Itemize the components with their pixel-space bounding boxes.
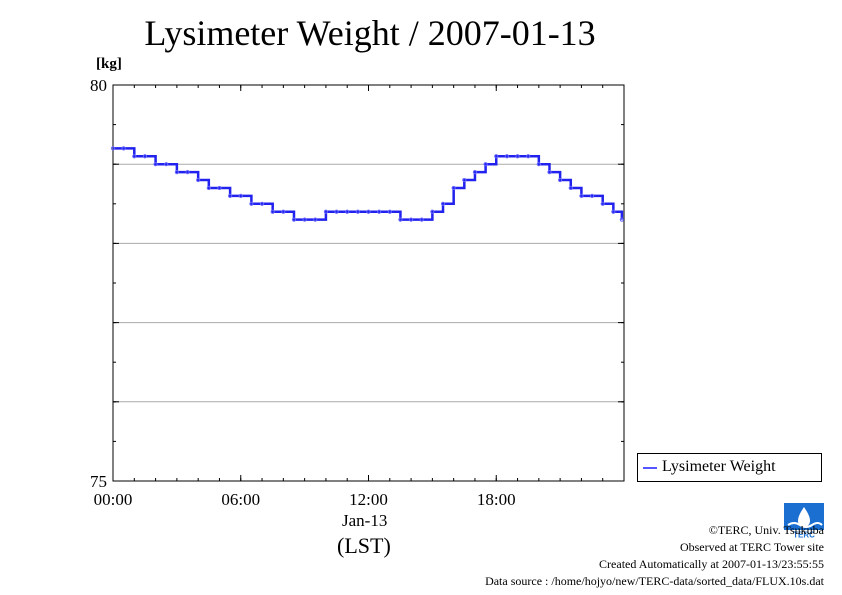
data-point bbox=[281, 209, 286, 214]
logo-text: TERC bbox=[793, 531, 815, 540]
series-line bbox=[113, 147, 624, 221]
plot-frame bbox=[112, 84, 625, 482]
data-point bbox=[440, 201, 446, 206]
data-point bbox=[110, 146, 116, 151]
data-point bbox=[600, 201, 605, 206]
data-point bbox=[132, 154, 137, 159]
data-point bbox=[270, 209, 275, 214]
data-point bbox=[515, 154, 520, 159]
data-point bbox=[504, 154, 509, 159]
data-point bbox=[558, 177, 563, 183]
data-point bbox=[174, 170, 179, 175]
data-point bbox=[387, 209, 392, 214]
footer-created: Created Automatically at 2007-01-13/23:5… bbox=[599, 557, 824, 571]
x-tick-label: 18:00 bbox=[477, 490, 516, 509]
data-point bbox=[142, 154, 148, 159]
data-point bbox=[153, 162, 158, 167]
data-point bbox=[323, 209, 329, 214]
data-point bbox=[619, 217, 624, 222]
data-point bbox=[494, 154, 499, 159]
chart-title: Lysimeter Weight / 2007-01-13 bbox=[144, 13, 596, 53]
data-point bbox=[430, 209, 435, 214]
data-point bbox=[398, 217, 403, 222]
data-point bbox=[164, 162, 169, 167]
footer-source: Data source : /home/hojyo/new/TERC-data/… bbox=[485, 574, 824, 588]
data-point bbox=[408, 217, 414, 222]
data-point bbox=[334, 209, 339, 214]
data-point bbox=[526, 154, 531, 159]
data-point bbox=[377, 209, 382, 214]
data-point bbox=[483, 162, 488, 167]
footer-copyright: ©TERC, Univ. Tsukuba bbox=[708, 523, 824, 537]
legend-box: Lysimeter Weight bbox=[637, 453, 822, 482]
axis-ticks: 00:00 06:00 12:00 18:00 75 80 bbox=[90, 76, 625, 509]
y-tick-label: 75 bbox=[90, 472, 107, 491]
legend-swatch bbox=[643, 467, 657, 469]
x-tick-label: 06:00 bbox=[221, 490, 260, 509]
data-point bbox=[451, 185, 456, 191]
data-point bbox=[419, 217, 424, 222]
y-tick-label: 80 bbox=[90, 76, 107, 95]
x-tick-label: 00:00 bbox=[94, 490, 133, 509]
data-point bbox=[547, 170, 552, 175]
data-point bbox=[238, 193, 243, 198]
data-point bbox=[259, 201, 265, 206]
x-tick-label: 12:00 bbox=[349, 490, 388, 509]
data-point bbox=[611, 209, 616, 214]
series-group bbox=[110, 146, 624, 222]
y-axis-unit-label: [kg] bbox=[96, 56, 122, 72]
footer-observed: Observed at TERC Tower site bbox=[679, 540, 824, 554]
data-point bbox=[249, 201, 254, 206]
data-point bbox=[217, 185, 222, 191]
data-point bbox=[536, 162, 541, 167]
data-point bbox=[355, 209, 360, 214]
data-point bbox=[366, 209, 371, 214]
x-axis-date-label: Jan-13 bbox=[342, 511, 388, 530]
grid-lines bbox=[113, 163, 624, 403]
data-point bbox=[185, 170, 190, 175]
data-point bbox=[302, 217, 307, 222]
data-point bbox=[472, 170, 478, 175]
data-point bbox=[206, 185, 211, 191]
data-point bbox=[228, 193, 233, 198]
data-point bbox=[345, 209, 350, 214]
data-point bbox=[291, 217, 297, 222]
data-point bbox=[568, 185, 573, 191]
legend-label: Lysimeter Weight bbox=[662, 458, 776, 475]
terc-logo: TERC bbox=[784, 503, 824, 540]
data-point bbox=[313, 217, 318, 222]
data-point bbox=[121, 146, 126, 151]
data-point bbox=[579, 193, 584, 198]
data-point bbox=[589, 193, 595, 198]
data-point bbox=[462, 177, 467, 183]
x-axis-timezone-label: (LST) bbox=[337, 533, 391, 558]
data-point bbox=[196, 177, 201, 183]
